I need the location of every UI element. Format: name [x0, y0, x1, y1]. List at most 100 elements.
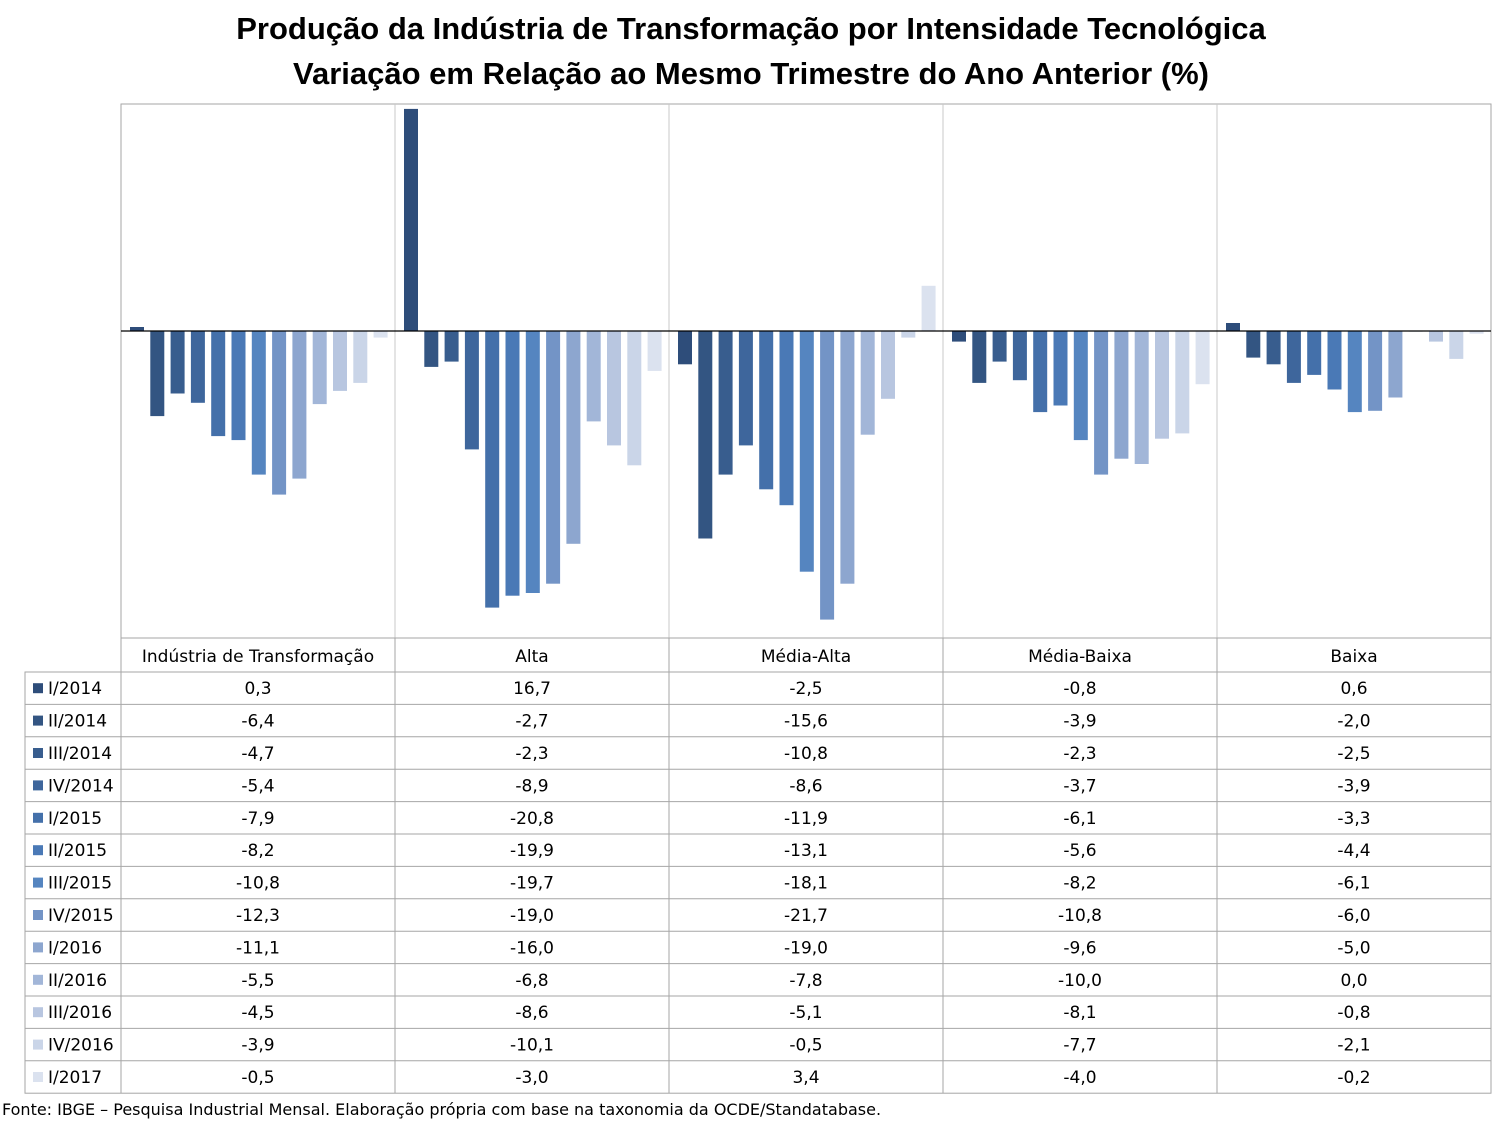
legend-key — [33, 748, 43, 758]
bar — [130, 327, 144, 331]
legend-key — [33, 974, 43, 985]
bar — [972, 331, 987, 383]
bar — [1134, 331, 1149, 464]
bar — [1266, 331, 1281, 365]
data-value: -8,6 — [515, 1003, 548, 1023]
bar — [678, 331, 692, 365]
bar — [1175, 331, 1190, 434]
data-value: -10,8 — [236, 874, 280, 894]
data-value: 16,7 — [513, 679, 551, 699]
legend-series-name: IV/2016 — [48, 1036, 114, 1056]
data-value: -5,5 — [241, 971, 274, 991]
legend-key — [33, 1007, 43, 1018]
category-label: Indústria de Transformação — [142, 647, 374, 667]
bar — [444, 331, 459, 362]
data-value: -3,7 — [1063, 776, 1096, 796]
data-value: -3,3 — [1337, 809, 1370, 829]
data-value: -19,0 — [510, 906, 554, 926]
bar — [1286, 331, 1301, 383]
bar — [231, 331, 246, 441]
data-value: -8,6 — [789, 776, 822, 796]
bar — [860, 331, 875, 435]
bar — [566, 331, 581, 544]
bar — [1449, 331, 1464, 359]
bar — [952, 331, 966, 342]
bar — [840, 331, 855, 584]
legend-series-name: II/2015 — [48, 841, 107, 861]
legend-series-name: IV/2014 — [48, 776, 114, 796]
legend-key — [33, 942, 43, 953]
data-value: -18,1 — [784, 874, 828, 894]
bar — [404, 108, 418, 332]
data-value: -8,2 — [1063, 874, 1096, 894]
data-value: -10,8 — [1058, 906, 1102, 926]
data-value: -3,9 — [1337, 776, 1370, 796]
bar — [464, 331, 479, 450]
bar — [759, 331, 774, 490]
legend-series-name: II/2016 — [48, 971, 107, 991]
data-value: -15,6 — [784, 712, 828, 732]
table-body-frame — [24, 671, 1492, 1094]
data-value: -3,9 — [1063, 712, 1096, 732]
data-value: -21,7 — [784, 906, 828, 926]
bar — [170, 331, 185, 394]
bar — [1012, 331, 1027, 381]
data-value: -10,1 — [510, 1036, 554, 1056]
data-value: -4,7 — [241, 744, 274, 764]
bar — [373, 331, 388, 338]
bar — [424, 331, 439, 367]
legend-key — [33, 845, 43, 856]
data-value: -7,8 — [789, 971, 822, 991]
data-value: 0,6 — [1340, 679, 1367, 699]
bar — [1226, 323, 1240, 331]
bar — [251, 331, 266, 475]
bar — [992, 331, 1007, 362]
bar — [1114, 331, 1129, 459]
bar — [485, 331, 500, 608]
data-value: -7,9 — [241, 809, 274, 829]
data-value: -4,5 — [241, 1003, 274, 1023]
data-value: -0,2 — [1337, 1068, 1370, 1088]
bar — [698, 331, 713, 539]
data-value: -4,0 — [1063, 1068, 1096, 1088]
data-value: -13,1 — [784, 841, 828, 861]
data-value: -0,5 — [241, 1068, 274, 1088]
bar — [150, 331, 165, 417]
data-value: -6,8 — [515, 971, 548, 991]
data-value: -6,4 — [241, 712, 274, 732]
legend-series-name: II/2014 — [48, 712, 107, 732]
bar — [799, 331, 814, 572]
legend-series-name: I/2014 — [48, 679, 102, 699]
data-value: -5,1 — [789, 1003, 822, 1023]
bar — [272, 331, 287, 495]
bar — [921, 285, 936, 331]
source-note: Fonte: IBGE – Pesquisa Industrial Mensal… — [2, 1100, 882, 1119]
category-label: Alta — [515, 647, 548, 667]
bar — [1388, 331, 1403, 398]
bar — [586, 331, 601, 422]
data-value: -8,9 — [515, 776, 548, 796]
bar — [1429, 331, 1443, 342]
bar — [718, 331, 733, 475]
plot-area — [120, 103, 1492, 639]
data-value: -5,6 — [1063, 841, 1096, 861]
bar — [1469, 331, 1484, 334]
category-label: Baixa — [1330, 647, 1377, 667]
bar — [738, 331, 753, 446]
data-value: -7,7 — [1063, 1036, 1096, 1056]
data-value: -11,1 — [236, 938, 280, 958]
legend-key — [33, 812, 43, 823]
legend-key — [33, 910, 43, 920]
bar — [881, 331, 895, 399]
data-value: -0,8 — [1337, 1003, 1370, 1023]
bar — [312, 331, 327, 405]
legend-key — [33, 877, 43, 888]
legend-series-name: III/2015 — [48, 874, 112, 894]
data-value: 3,4 — [792, 1068, 819, 1088]
data-value: 0,0 — [1340, 971, 1367, 991]
data-value: -19,7 — [510, 874, 554, 894]
bar — [353, 331, 368, 383]
bar — [779, 331, 794, 506]
data-value: -11,9 — [784, 809, 828, 829]
bar — [1094, 331, 1109, 475]
